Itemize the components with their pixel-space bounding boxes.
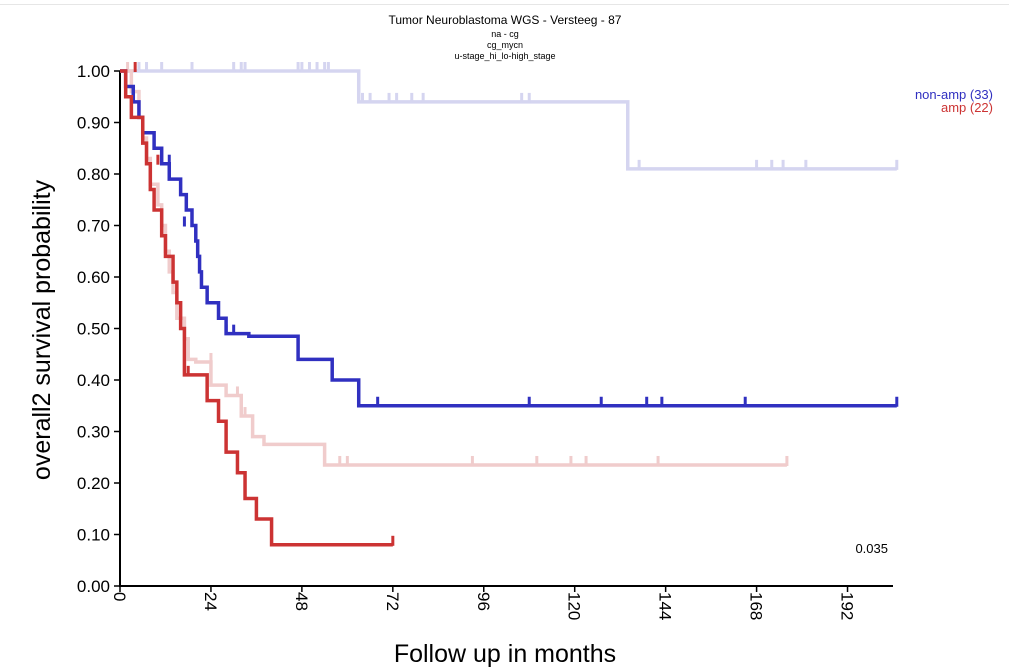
legend-entry: amp (22) <box>941 100 993 115</box>
y-tick-label: 0.80 <box>77 165 110 184</box>
km-series <box>120 62 899 171</box>
y-tick-label: 0.00 <box>77 577 110 596</box>
legend-entry: non-amp (33) <box>915 87 993 102</box>
chart-title: Tumor Neuroblastoma WGS - Versteeg - 87 <box>389 13 622 27</box>
chart-subtitle-line: cg_mycn <box>487 40 523 50</box>
y-tick-label: 0.70 <box>77 217 110 236</box>
x-tick-label: 48 <box>292 592 311 611</box>
x-axis-label: Follow up in months <box>394 640 616 668</box>
km-survival-curve <box>120 69 897 171</box>
x-tick-label: 72 <box>383 592 402 611</box>
y-tick-label: 0.30 <box>77 423 110 442</box>
chart-subtitle-line: u-stage_hi_lo-high_stage <box>454 51 555 61</box>
y-tick-label: 0.20 <box>77 474 110 493</box>
x-tick-label: 24 <box>201 592 220 611</box>
y-tick-label: 0.40 <box>77 371 110 390</box>
y-tick-label: 0.90 <box>77 114 110 133</box>
km-survival-curve <box>120 69 787 467</box>
y-axis-label: overall2 survival probability <box>28 179 56 480</box>
km-series <box>120 62 789 467</box>
x-tick-label: 0 <box>110 592 129 601</box>
p-value: 0.035 <box>855 541 888 556</box>
x-tick-label: 144 <box>656 592 675 620</box>
x-tick-label: 96 <box>474 592 493 611</box>
chart-subtitle-line: na - cg <box>491 29 519 39</box>
y-tick-label: 1.00 <box>77 62 110 81</box>
x-tick-label: 120 <box>565 592 584 620</box>
km-survival-curve <box>120 69 897 408</box>
top-divider <box>0 4 1009 5</box>
x-tick-label: 192 <box>838 592 857 620</box>
x-tick-label: 168 <box>747 592 766 620</box>
km-series <box>120 62 395 547</box>
y-tick-label: 0.50 <box>77 320 110 339</box>
y-tick-label: 0.60 <box>77 268 110 287</box>
y-tick-label: 0.10 <box>77 526 110 545</box>
legend: non-amp (33)amp (22) <box>915 87 993 115</box>
km-series <box>120 69 899 408</box>
km-survival-curve <box>120 69 393 547</box>
